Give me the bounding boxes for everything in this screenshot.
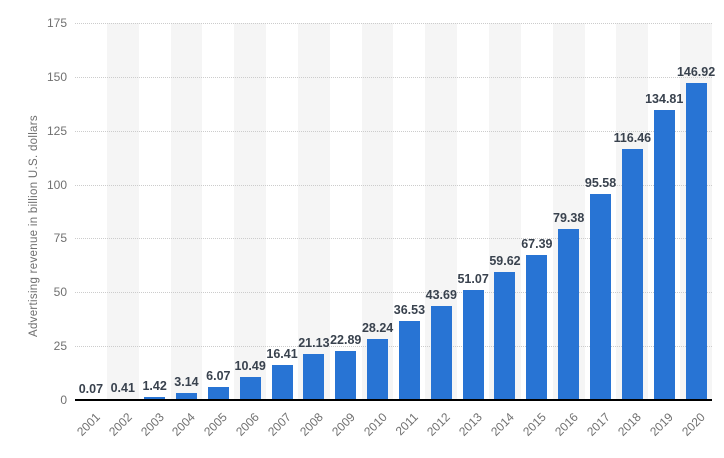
bar-value-label: 16.41 bbox=[266, 346, 298, 361]
bar-2016[interactable] bbox=[558, 228, 580, 400]
bar-2014[interactable] bbox=[494, 271, 516, 400]
bar-2020[interactable] bbox=[685, 83, 707, 400]
bar-2010[interactable] bbox=[367, 339, 389, 400]
bar-2003[interactable] bbox=[144, 396, 166, 400]
bar-2018[interactable] bbox=[621, 149, 643, 400]
bar-value-label: 0.07 bbox=[78, 381, 104, 396]
bar-value-label: 21.13 bbox=[298, 336, 330, 351]
bar-2013[interactable] bbox=[462, 289, 484, 400]
bar-2008[interactable] bbox=[303, 354, 325, 400]
bar-value-label: 116.46 bbox=[613, 131, 652, 146]
bar-2005[interactable] bbox=[207, 386, 229, 400]
bar-value-label: 10.49 bbox=[234, 359, 266, 374]
y-tick-label: 25 bbox=[53, 339, 67, 354]
bar-2012[interactable] bbox=[430, 305, 452, 400]
bar-value-label: 146.92 bbox=[676, 65, 716, 80]
y-tick-label: 75 bbox=[53, 231, 67, 246]
grid-line bbox=[75, 130, 712, 132]
bar-2004[interactable] bbox=[175, 393, 197, 400]
bar-2009[interactable] bbox=[335, 350, 357, 400]
bar-value-label: 1.42 bbox=[142, 378, 167, 393]
plot-area bbox=[75, 23, 712, 400]
bar-value-label: 6.07 bbox=[206, 368, 231, 383]
y-tick-label: 175 bbox=[46, 16, 67, 30]
bar-value-label: 3.14 bbox=[174, 375, 199, 390]
bar-2015[interactable] bbox=[526, 254, 548, 400]
bar-value-label: 95.58 bbox=[584, 176, 617, 191]
bar-value-label: 134.81 bbox=[645, 91, 684, 106]
y-tick-label: 100 bbox=[46, 177, 67, 192]
bar-value-label: 36.53 bbox=[393, 303, 426, 318]
bar-2007[interactable] bbox=[271, 364, 293, 400]
grid-line bbox=[75, 346, 712, 348]
bar-2019[interactable] bbox=[653, 109, 675, 400]
bar-value-label: 22.89 bbox=[330, 332, 362, 347]
column-stripe bbox=[170, 23, 203, 400]
grid-line bbox=[75, 76, 712, 78]
x-axis-line bbox=[75, 399, 712, 401]
column-stripe bbox=[297, 23, 330, 400]
bar-value-label: 79.38 bbox=[553, 210, 585, 225]
column-stripe bbox=[361, 23, 394, 400]
bar-2011[interactable] bbox=[398, 321, 420, 400]
bar-value-label: 28.24 bbox=[361, 321, 394, 336]
bar-2017[interactable] bbox=[590, 194, 612, 400]
bar-value-label: 67.39 bbox=[521, 236, 553, 251]
y-tick-label: 0 bbox=[60, 393, 67, 407]
y-tick-label: 125 bbox=[46, 123, 67, 138]
bar-value-label: 0.41 bbox=[110, 381, 135, 396]
y-tick-label: 150 bbox=[46, 69, 67, 84]
bar-value-label: 59.62 bbox=[489, 253, 521, 268]
grid-line bbox=[75, 23, 712, 24]
y-tick-label: 50 bbox=[53, 285, 67, 300]
bar-value-label: 51.07 bbox=[457, 271, 489, 286]
column-stripe bbox=[234, 23, 267, 400]
bar-value-label: 43.69 bbox=[425, 287, 457, 302]
grid-line bbox=[75, 292, 712, 294]
grid-line bbox=[75, 184, 712, 186]
y-axis-title: Advertising revenue in billion U.S. doll… bbox=[28, 115, 40, 337]
column-stripe bbox=[106, 23, 139, 400]
grid-line bbox=[75, 238, 712, 240]
bar-2006[interactable] bbox=[239, 377, 261, 400]
